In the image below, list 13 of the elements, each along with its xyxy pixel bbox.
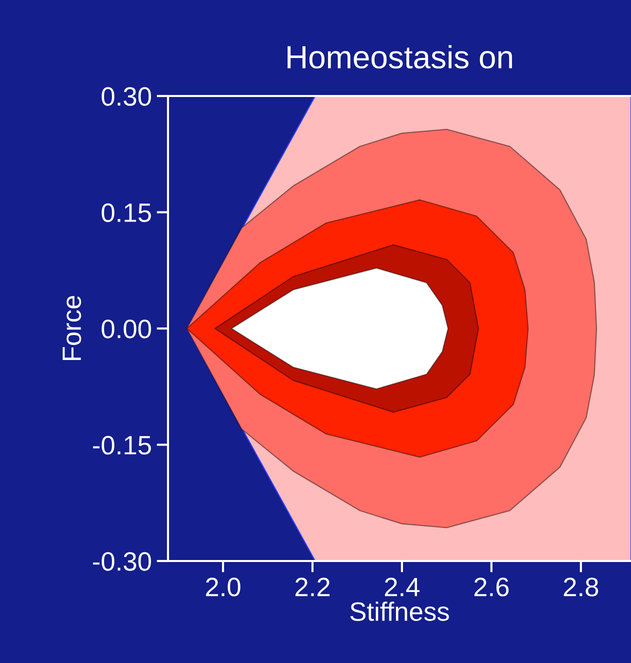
x-tick-label: 2.2 <box>295 578 330 596</box>
y-tick-label: 0.30 <box>102 87 151 106</box>
x-tick-label: 2.4 <box>384 578 420 596</box>
y-tick-label: 0.00 <box>102 320 151 338</box>
x-tick-label: 2.6 <box>474 578 509 596</box>
x-tick-label: 2.0 <box>206 578 240 596</box>
x-tick-label: 2.8 <box>564 578 598 596</box>
y-tick-label: 0.15 <box>102 203 151 222</box>
y-axis-title: Force <box>62 296 82 360</box>
x-axis-title: Stiffness <box>350 602 449 621</box>
y-tick-label: -0.15 <box>93 436 151 455</box>
chart-title: Homeostasis on <box>288 45 512 69</box>
y-tick-label: -0.30 <box>93 552 151 571</box>
